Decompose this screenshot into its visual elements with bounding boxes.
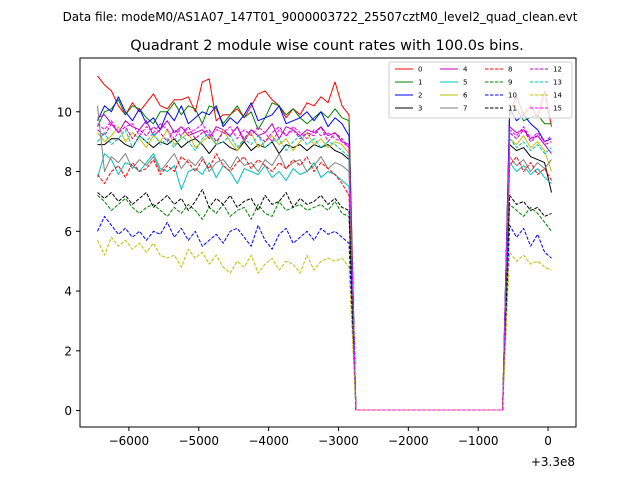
legend-frame — [388, 61, 573, 119]
x-tick-label: −6000 — [109, 434, 150, 448]
x-tick-label: −4000 — [248, 434, 289, 448]
x-tick-label: −2000 — [388, 434, 429, 448]
legend-label-0: 0 — [418, 66, 422, 74]
x-tick-label: 0 — [544, 434, 552, 448]
series-line-10 — [97, 215, 552, 411]
legend-label-6: 6 — [463, 92, 468, 100]
x-tick-label: −5000 — [178, 434, 219, 448]
y-axis: 0 2 4 6 8 10 — [57, 105, 80, 418]
legend-label-13: 13 — [553, 79, 562, 87]
legend-label-9: 9 — [508, 79, 512, 87]
legend-label-12: 12 — [553, 66, 562, 74]
legend-label-2: 2 — [418, 92, 422, 100]
series-line-14 — [97, 236, 552, 411]
x-tick-label: −3000 — [318, 434, 359, 448]
series-layer — [97, 75, 552, 411]
y-tick-label: 6 — [64, 225, 72, 239]
y-tick-label: 4 — [64, 285, 72, 299]
legend-label-1: 1 — [418, 79, 422, 87]
y-tick-label: 8 — [64, 165, 72, 179]
y-tick-label: 2 — [64, 344, 72, 358]
chart-title: Quadrant 2 module wise count rates with … — [130, 38, 524, 54]
x-axis: −6000 −5000 −4000 −3000 −2000 −1000 0 — [109, 427, 552, 448]
x-offset-label: +3.3e8 — [531, 455, 575, 469]
series-line-11 — [97, 189, 552, 411]
legend-label-3: 3 — [418, 105, 422, 113]
legend-label-7: 7 — [463, 105, 467, 113]
x-tick-label: −1000 — [458, 434, 499, 448]
legend-label-11: 11 — [508, 105, 517, 113]
legend-label-14: 14 — [553, 92, 562, 100]
y-tick-label: 10 — [57, 105, 72, 119]
plot-frame — [79, 57, 577, 428]
legend-label-10: 10 — [508, 92, 517, 100]
legend-label-4: 4 — [463, 66, 468, 74]
legend-label-15: 15 — [553, 105, 562, 113]
legend-label-5: 5 — [463, 79, 467, 87]
chart-suptitle: Data file: modeM0/AS1A07_147T01_90000037… — [63, 10, 578, 24]
series-line-15 — [97, 120, 552, 411]
y-tick-label: 0 — [64, 404, 72, 418]
legend-label-8: 8 — [508, 66, 512, 74]
